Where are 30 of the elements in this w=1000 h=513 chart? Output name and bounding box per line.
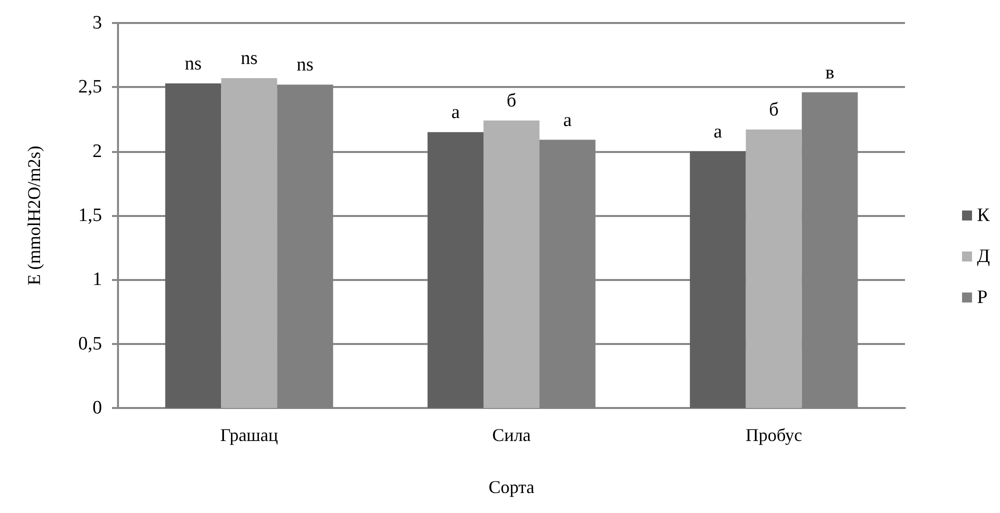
y-tick-label: 3 xyxy=(92,12,102,34)
legend-label: К xyxy=(977,205,990,226)
y-tick-label: 1,5 xyxy=(78,205,102,226)
y-tick-label: 2,5 xyxy=(78,76,102,98)
x-tick-label: Пробус xyxy=(746,425,802,445)
y-tick-label: 0 xyxy=(92,398,102,418)
bar xyxy=(484,120,540,408)
data-label: а xyxy=(563,110,572,131)
legend-label: Р xyxy=(977,287,988,308)
y-tick-label: 2 xyxy=(92,140,102,162)
data-label: ns xyxy=(240,48,258,70)
data-label: а xyxy=(714,121,723,142)
x-tick-label: Сила xyxy=(492,425,531,445)
data-label: б xyxy=(768,100,779,121)
data-label: в xyxy=(825,62,834,84)
data-label: б xyxy=(506,90,516,112)
bar xyxy=(428,132,484,408)
data-label: ns xyxy=(296,54,314,76)
bar xyxy=(165,83,222,408)
data-label: а xyxy=(451,102,460,124)
x-axis-title: Сорта xyxy=(488,477,534,497)
bar xyxy=(690,151,746,408)
legend-label: Д xyxy=(977,246,990,267)
bar xyxy=(746,130,802,408)
x-tick-label: Грашац xyxy=(220,425,278,445)
bar xyxy=(221,78,278,408)
y-tick-label: 1 xyxy=(92,269,102,290)
data-label: ns xyxy=(184,53,202,74)
y-tick-label: 0,5 xyxy=(78,333,102,354)
y-axis-title: E (mmolH2O/m2s) xyxy=(24,146,44,286)
